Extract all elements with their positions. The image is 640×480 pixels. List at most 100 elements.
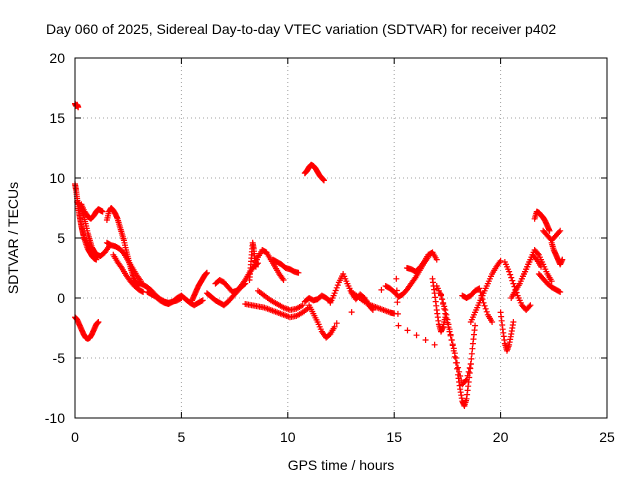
data-points bbox=[72, 100, 566, 409]
series-top-left bbox=[72, 100, 82, 111]
data-point bbox=[99, 208, 106, 215]
data-point bbox=[548, 278, 555, 285]
x-tick-label: 25 bbox=[599, 429, 615, 445]
y-tick-label: 10 bbox=[49, 170, 65, 186]
data-point bbox=[393, 275, 400, 282]
data-point-fill bbox=[447, 332, 454, 339]
series-peak-21_8h bbox=[531, 208, 553, 234]
y-tick-label: 5 bbox=[57, 230, 65, 246]
data-point-fill bbox=[482, 305, 489, 312]
data-point-fill bbox=[478, 292, 485, 299]
data-point-fill bbox=[465, 368, 472, 375]
data-point-fill bbox=[507, 271, 514, 278]
data-point-fill bbox=[477, 289, 484, 295]
data-point bbox=[463, 376, 470, 383]
series-outliers bbox=[333, 275, 438, 348]
data-point-fill bbox=[422, 337, 429, 343]
data-point bbox=[559, 256, 566, 263]
data-point-fill bbox=[334, 282, 341, 289]
data-point-fill bbox=[469, 345, 476, 352]
data-point bbox=[295, 269, 302, 276]
data-point bbox=[450, 345, 457, 352]
data-point bbox=[476, 285, 483, 292]
data-point-fill bbox=[479, 296, 486, 303]
data-point bbox=[331, 290, 338, 297]
data-point bbox=[333, 320, 340, 327]
data-point bbox=[199, 297, 206, 304]
series-band-4-to-6h bbox=[144, 289, 206, 309]
data-point-fill bbox=[526, 303, 533, 310]
x-tick-label: 15 bbox=[386, 429, 402, 445]
series-dip-18h-secondary bbox=[438, 291, 474, 388]
data-point bbox=[467, 361, 474, 367]
series-band-8-to-9_5h bbox=[250, 247, 287, 283]
y-axis-label: SDTVAR / TECUs bbox=[5, 182, 21, 294]
data-point-fill bbox=[445, 324, 452, 331]
y-tick-label: 15 bbox=[49, 110, 65, 126]
data-point-fill bbox=[440, 301, 447, 307]
data-point-fill bbox=[457, 373, 464, 379]
data-point bbox=[203, 269, 210, 276]
y-tick-label: -10 bbox=[45, 410, 65, 426]
x-tick-labels: 0 5 10 15 20 25 bbox=[71, 429, 615, 445]
data-point bbox=[472, 322, 479, 329]
series-band-15_5-to-17h bbox=[403, 249, 440, 275]
data-point-fill bbox=[509, 277, 516, 284]
axis-ticks bbox=[74, 57, 608, 419]
data-point-fill bbox=[394, 310, 401, 317]
data-point-fill bbox=[348, 309, 355, 316]
series-band-18_5-to-19_5h bbox=[467, 257, 504, 325]
y-tick-label: -5 bbox=[53, 350, 66, 366]
data-point-fill bbox=[363, 298, 370, 304]
data-point-fill bbox=[441, 305, 448, 312]
data-point bbox=[506, 268, 513, 275]
data-point-fill bbox=[404, 327, 411, 334]
data-point-fill bbox=[468, 350, 475, 357]
data-point-fill bbox=[468, 355, 475, 362]
series-band-8-to-11h-low bbox=[242, 301, 313, 321]
data-point bbox=[438, 291, 445, 298]
y-tick-label: 0 bbox=[57, 290, 65, 306]
data-point bbox=[280, 277, 287, 283]
data-point bbox=[442, 314, 449, 321]
data-point-fill bbox=[452, 355, 459, 361]
data-point-fill bbox=[453, 359, 460, 366]
series-band-22_3-to-23h-low bbox=[535, 271, 564, 295]
data-point-fill bbox=[456, 368, 463, 375]
data-point-fill bbox=[534, 250, 541, 257]
grid bbox=[75, 58, 607, 418]
data-point bbox=[510, 280, 517, 287]
series-band-22-to-23h bbox=[540, 227, 564, 244]
y-tick-label: 20 bbox=[49, 50, 65, 66]
series-dip-20_2h bbox=[497, 309, 517, 354]
data-point-fill bbox=[451, 350, 458, 357]
x-tick-label: 5 bbox=[178, 429, 186, 445]
data-point-fill bbox=[508, 274, 515, 281]
series-low-band-2h bbox=[110, 251, 147, 295]
data-point-fill bbox=[462, 377, 469, 384]
data-point bbox=[433, 256, 440, 263]
data-point bbox=[455, 364, 462, 371]
data-point bbox=[497, 257, 504, 264]
series-band-19-to-20h bbox=[459, 285, 496, 325]
data-point bbox=[395, 322, 402, 329]
series-band-21-to-22_5h bbox=[518, 247, 555, 285]
data-point-fill bbox=[483, 308, 490, 315]
series-band-22_5-to-23h bbox=[548, 239, 566, 268]
data-point-fill bbox=[466, 364, 473, 371]
data-point bbox=[95, 319, 102, 325]
data-point-fill bbox=[449, 341, 456, 348]
x-axis-label: GPS time / hours bbox=[288, 457, 395, 473]
data-point bbox=[320, 177, 327, 184]
data-point-fill bbox=[439, 296, 446, 303]
x-tick-label: 10 bbox=[280, 429, 296, 445]
data-point bbox=[446, 328, 453, 335]
series-deep-dip-18h bbox=[433, 283, 479, 409]
series-early-negative-dip bbox=[72, 314, 102, 342]
data-point-fill bbox=[464, 372, 471, 379]
series-left-dip-17h bbox=[429, 275, 449, 335]
y-tick-labels: -10 -5 0 5 10 15 20 bbox=[45, 50, 65, 426]
series-rise-6h bbox=[189, 269, 210, 304]
data-point bbox=[557, 289, 564, 295]
